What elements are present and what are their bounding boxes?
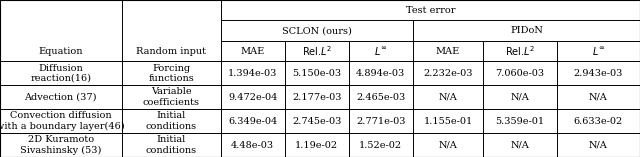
- Text: $L^\infty$: $L^\infty$: [592, 45, 605, 57]
- Text: Rel.$L^2$: Rel.$L^2$: [505, 44, 535, 58]
- Text: Initial
conditions: Initial conditions: [146, 135, 196, 155]
- Text: SCLON (ours): SCLON (ours): [282, 26, 352, 35]
- Text: Diffusion
reaction(16): Diffusion reaction(16): [30, 63, 92, 83]
- Text: 1.52e-02: 1.52e-02: [359, 141, 403, 149]
- Text: PIDoN: PIDoN: [510, 26, 543, 35]
- Text: N/A: N/A: [589, 93, 608, 102]
- Text: Initial
conditions: Initial conditions: [146, 111, 196, 131]
- Text: MAE: MAE: [436, 46, 460, 56]
- Text: 5.359e-01: 5.359e-01: [495, 117, 545, 126]
- Text: 5.150e-03: 5.150e-03: [292, 69, 341, 78]
- Text: Advection (37): Advection (37): [24, 93, 97, 102]
- Text: 6.349e-04: 6.349e-04: [228, 117, 277, 126]
- Text: MAE: MAE: [241, 46, 265, 56]
- Text: Random input: Random input: [136, 46, 206, 56]
- Text: N/A: N/A: [511, 93, 529, 102]
- Text: Test error: Test error: [406, 6, 455, 15]
- Text: N/A: N/A: [511, 141, 529, 149]
- Text: 1.394e-03: 1.394e-03: [228, 69, 278, 78]
- Text: 4.48e-03: 4.48e-03: [231, 141, 275, 149]
- Text: 1.155e-01: 1.155e-01: [424, 117, 472, 126]
- Text: 9.472e-04: 9.472e-04: [228, 93, 278, 102]
- Text: 4.894e-03: 4.894e-03: [356, 69, 405, 78]
- Text: 2D Kuramoto
Sivashinsky (53): 2D Kuramoto Sivashinsky (53): [20, 135, 102, 155]
- Text: N/A: N/A: [438, 141, 458, 149]
- Text: Rel.$L^2$: Rel.$L^2$: [301, 44, 332, 58]
- Text: 2.771e-03: 2.771e-03: [356, 117, 406, 126]
- Text: N/A: N/A: [438, 93, 458, 102]
- Text: N/A: N/A: [589, 141, 608, 149]
- Text: $L^\infty$: $L^\infty$: [374, 45, 387, 57]
- Text: 7.060e-03: 7.060e-03: [495, 69, 545, 78]
- Text: Forcing
functions: Forcing functions: [148, 63, 194, 83]
- Text: Convection diffusion
with a boundary layer(46): Convection diffusion with a boundary lay…: [0, 111, 125, 131]
- Text: Equation: Equation: [38, 46, 83, 56]
- Text: 1.19e-02: 1.19e-02: [295, 141, 339, 149]
- Text: 6.633e-02: 6.633e-02: [574, 117, 623, 126]
- Text: 2.745e-03: 2.745e-03: [292, 117, 342, 126]
- Text: Variable
coefficients: Variable coefficients: [143, 87, 200, 107]
- Text: 2.943e-03: 2.943e-03: [573, 69, 623, 78]
- Text: 2.177e-03: 2.177e-03: [292, 93, 342, 102]
- Text: 2.232e-03: 2.232e-03: [423, 69, 473, 78]
- Text: 2.465e-03: 2.465e-03: [356, 93, 405, 102]
